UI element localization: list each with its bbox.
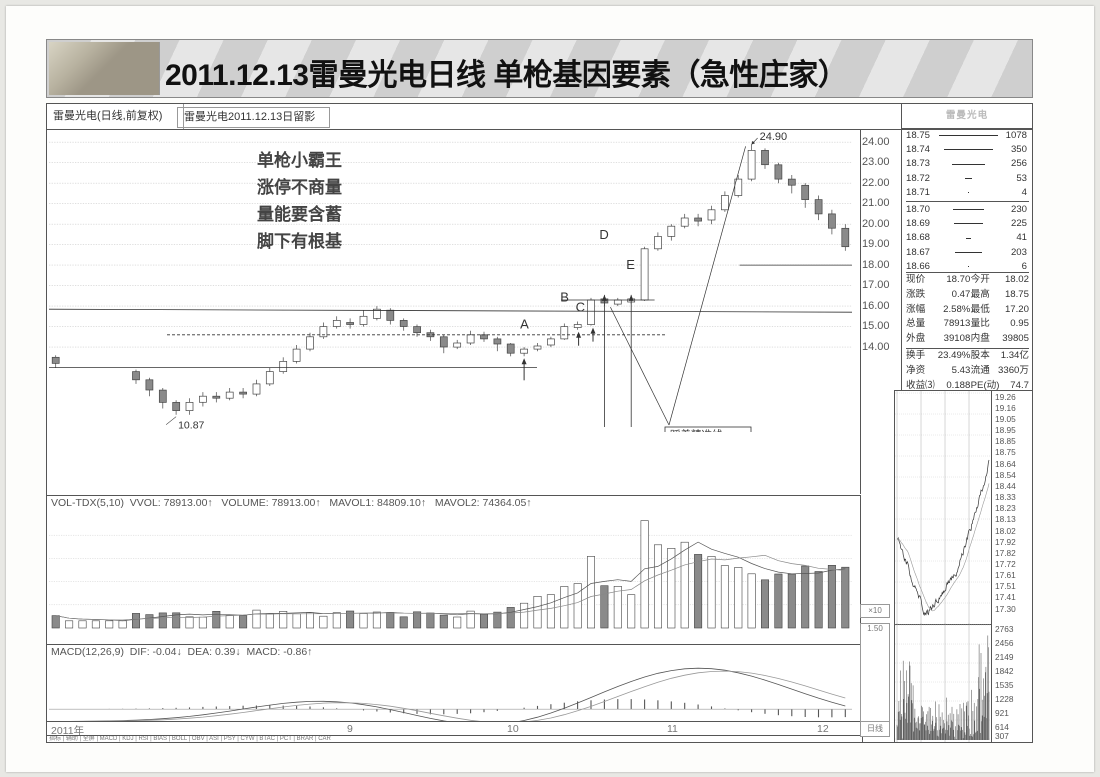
svg-text:10.87: 10.87	[178, 420, 204, 432]
svg-text:B: B	[560, 290, 569, 305]
svg-text:E: E	[626, 257, 635, 272]
svg-text:踩着精准线: 踩着精准线	[670, 428, 723, 432]
svg-text:A: A	[520, 316, 529, 331]
svg-text:24.90: 24.90	[760, 131, 788, 143]
svg-text:D: D	[599, 227, 608, 242]
svg-text:C: C	[576, 300, 585, 315]
